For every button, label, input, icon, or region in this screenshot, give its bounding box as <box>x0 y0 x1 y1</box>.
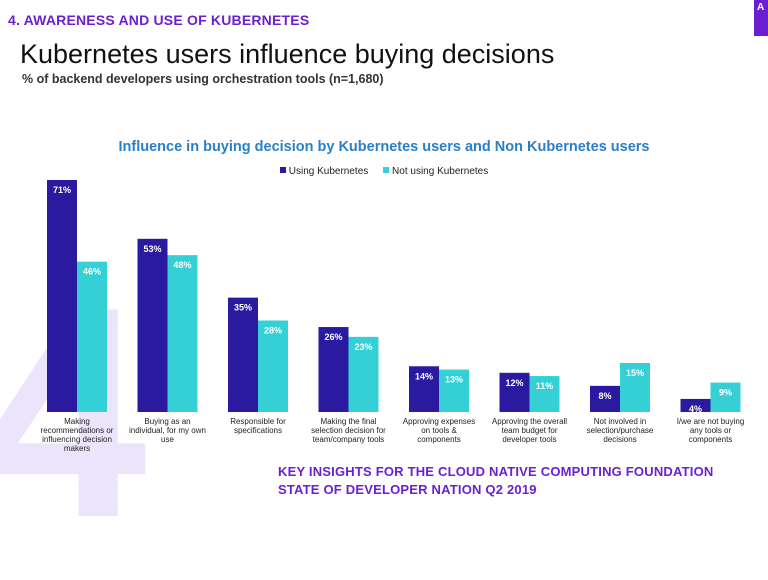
page-title: Kubernetes users influence buying decisi… <box>20 39 555 69</box>
data-label-not-using-6: 15% <box>626 368 644 378</box>
data-label-not-using-7: 9% <box>719 388 732 398</box>
legend-swatch-not-using <box>383 167 390 173</box>
legend-item-not-using: Not using Kubernetes <box>383 166 488 177</box>
data-label-not-using-2: 28% <box>264 326 282 336</box>
footer-line-1: KEY INSIGHTS FOR THE CLOUD NATIVE COMPUT… <box>278 464 714 479</box>
data-label-using-3: 26% <box>324 332 342 342</box>
data-label-using-4: 14% <box>415 371 433 381</box>
bar-not-using-3 <box>348 336 379 412</box>
category-label-1: Buying as an individual, for my own use <box>129 417 206 444</box>
bar-using-5 <box>499 372 530 412</box>
legend-label-not-using: Not using Kubernetes <box>392 166 489 177</box>
bar-not-using-7 <box>710 382 741 412</box>
bar-using-1 <box>137 238 168 412</box>
category-label-0: Making recommendations or influencing deci… <box>41 417 114 453</box>
category-label-4: Approving expenses on tools & components <box>403 417 476 444</box>
data-label-using-0: 71% <box>53 185 71 195</box>
data-label-not-using-5: 11% <box>536 381 554 391</box>
bar-not-using-1 <box>167 255 198 412</box>
section-label: 4. AWARENESS AND USE OF KUBERNETES <box>8 12 310 28</box>
bar-using-3 <box>318 327 349 412</box>
footer-line-2: STATE OF DEVELOPER NATION Q2 2019 <box>278 482 537 497</box>
page-subtitle: % of backend developers using orchestrat… <box>22 72 384 86</box>
bar-not-using-0 <box>77 261 107 412</box>
bar-using-6 <box>590 385 620 412</box>
chart-legend: Using Kubernetes Not using Kubernetes <box>0 166 768 177</box>
category-label-5: Approving the overall team budget for deve… <box>492 417 567 444</box>
bar-not-using-2 <box>258 320 288 412</box>
data-label-not-using-0: 46% <box>83 267 101 277</box>
data-label-not-using-4: 13% <box>445 375 463 385</box>
legend-item-using: Using Kubernetes <box>279 166 369 177</box>
chart-title: Influence in buying decision by Kubernet… <box>118 139 650 155</box>
data-label-not-using-1: 48% <box>173 260 191 270</box>
bar-not-using-4 <box>439 369 469 412</box>
category-label-3: Making the final selection decision for te… <box>311 417 386 444</box>
bar-chart: 71% 46% Making recommendations or influencin… <box>41 180 745 453</box>
bar-using-7 <box>680 398 711 412</box>
data-label-using-6: 8% <box>598 391 611 401</box>
data-label-using-5: 12% <box>505 378 523 388</box>
bar-not-using-6 <box>620 362 650 412</box>
category-label-2: Responsible for specifications <box>230 417 286 435</box>
data-label-using-1: 53% <box>143 244 161 254</box>
bar-not-using-5 <box>529 376 560 412</box>
bar-using-4 <box>409 366 439 412</box>
data-label-using-7: 4% <box>689 404 702 414</box>
category-label-6: Not involved in selection/purchase decisio… <box>587 417 654 444</box>
legend-swatch-using <box>279 167 286 173</box>
legend-label-using: Using Kubernetes <box>288 166 369 177</box>
bar-using-0 <box>47 180 77 412</box>
data-label-using-2: 35% <box>234 303 252 313</box>
category-label-7: I/we are not buying any tools or component… <box>677 417 745 444</box>
corner-tab: A <box>754 0 768 36</box>
bar-using-2 <box>228 297 258 412</box>
corner-tab-glyph: A <box>757 2 765 13</box>
report-footer: KEY INSIGHTS FOR THE CLOUD NATIVE COMPUT… <box>278 463 713 499</box>
data-label-not-using-3: 23% <box>354 342 372 352</box>
